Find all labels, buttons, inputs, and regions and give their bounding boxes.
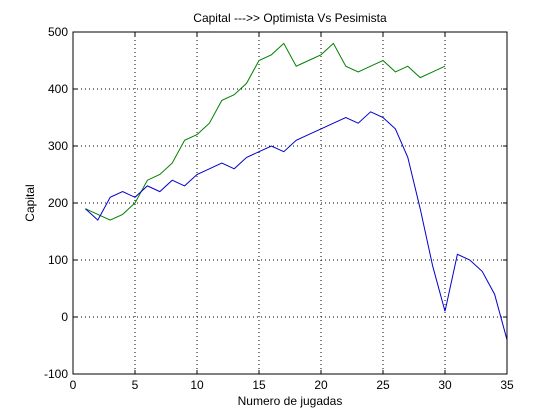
series-line-1 [85,42,446,221]
y-tick-label: 200 [48,196,68,210]
series-layer [85,42,508,340]
x-tick-label: 5 [132,378,139,392]
x-tick-label: 10 [190,378,204,392]
y-tick-labels: -100 0 100 200 300 400 500 [44,25,68,381]
x-tick-labels: 0 5 10 15 20 25 30 35 [70,378,514,392]
x-axis-label: Numero de jugadas [238,394,343,408]
chart-title: Capital --->> Optimista Vs Pesimista [193,11,387,25]
y-tick-label: -100 [44,367,68,381]
tick-marks [72,31,508,375]
x-tick-label: 0 [70,378,77,392]
y-tick-label: 100 [48,253,68,267]
x-tick-label: 30 [438,378,452,392]
series-line-2 [85,111,508,340]
x-tick-label: 20 [314,378,328,392]
x-tick-label: 25 [376,378,390,392]
y-tick-label: 400 [48,82,68,96]
y-tick-label: 0 [61,310,68,324]
y-tick-label: 300 [48,139,68,153]
y-tick-label: 500 [48,25,68,39]
x-tick-label: 15 [252,378,266,392]
y-axis-label: Capital [23,184,37,221]
x-tick-label: 35 [500,378,514,392]
